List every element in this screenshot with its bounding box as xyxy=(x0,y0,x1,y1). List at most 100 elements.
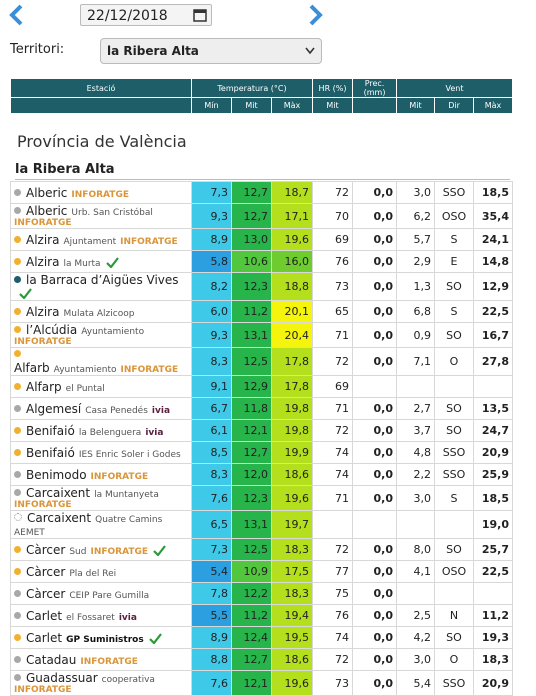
header-cell: Mín xyxy=(191,97,232,114)
value-cell: 0,0 xyxy=(352,560,397,583)
station-row: Catadau INFORATGE 8,8 12,7 18,6 72 0,0 3,0 O 18,3 xyxy=(10,648,513,671)
value-cell: SO xyxy=(434,272,474,301)
value-cell: 72 xyxy=(312,538,353,561)
value-cell: 8,3 xyxy=(191,347,232,376)
status-dot xyxy=(14,404,21,412)
value-cell: 76 xyxy=(312,604,353,627)
value-cell: 8,9 xyxy=(191,626,232,649)
header-cell: Màx xyxy=(473,97,514,114)
station-place: la Belenguera xyxy=(78,427,142,438)
station-table: Alberic INFORATGE 7,3 12,7 18,7 72 0,0 3,0 SSO 18… xyxy=(10,181,513,696)
value-cell: O xyxy=(434,347,474,376)
station-place: Casa Penedés xyxy=(85,405,148,416)
value-cell: 5,8 xyxy=(191,250,232,273)
header-cell: Mit xyxy=(312,97,354,114)
station-row: l’Alcúdia Ayuntamiento INFORATGE 9,3 13,1 20,… xyxy=(10,322,513,348)
station-cell: l’Alcúdia Ayuntamiento INFORATGE xyxy=(10,322,192,348)
station-place: Ayuntamiento xyxy=(81,327,145,337)
calendar-icon[interactable] xyxy=(193,8,207,22)
value-cell: 0,0 xyxy=(352,419,397,442)
value-cell: 19,4 xyxy=(271,604,313,627)
station-row: Alberic INFORATGE 7,3 12,7 18,7 72 0,0 3,0 SSO 18… xyxy=(10,181,513,204)
header-row: Estació Temperatura (°C) HR (%) Prec. (mm) V… xyxy=(10,78,514,98)
station-name: Carlet xyxy=(26,608,63,623)
station-name: Alfarp xyxy=(26,379,62,394)
value-cell: 12,9 xyxy=(231,375,272,398)
value-cell: 5,5 xyxy=(191,604,232,627)
value-cell: 8,3 xyxy=(191,463,232,486)
station-cell: Alzira Ajuntament INFORATGE xyxy=(10,228,192,251)
prev-day[interactable] xyxy=(6,3,28,27)
value-cell: 0,0 xyxy=(352,582,397,605)
station-cell: Alzira la Murta xyxy=(10,250,192,273)
station-place: Mulata Alzicoop xyxy=(63,308,135,319)
value-cell: 7,1 xyxy=(396,347,435,376)
value-cell: 24,1 xyxy=(473,228,513,251)
value-cell: 0,0 xyxy=(352,626,397,649)
station-name: Guadassuar xyxy=(26,671,98,685)
station-name: Carcaixent xyxy=(27,511,92,525)
value-cell: 0,0 xyxy=(352,648,397,671)
station-name: Alzira xyxy=(26,254,60,269)
value-cell: SO xyxy=(434,419,474,442)
value-cell: S xyxy=(434,300,474,323)
station-row: Alzira la Murta 5,8 10,6 16,0 76 0,0 2,9 E 14,8 xyxy=(10,250,513,273)
value-cell: 17,5 xyxy=(271,560,313,583)
station-place: Pla del Rei xyxy=(69,568,117,579)
status-dot xyxy=(14,382,21,390)
station-name: Alzira xyxy=(26,232,60,247)
value-cell: SO xyxy=(434,397,474,420)
station-name: Catadau xyxy=(26,652,77,667)
value-cell xyxy=(473,582,513,605)
value-cell: 4,2 xyxy=(396,626,435,649)
value-cell: 13,1 xyxy=(231,510,272,539)
value-cell: 4,8 xyxy=(396,441,435,464)
network-tag: INFORATGE xyxy=(90,546,149,557)
station-name: Alberic xyxy=(26,185,68,200)
station-cell: Carcaixent la Muntanyeta INFORATGE xyxy=(10,485,192,511)
value-cell: 18,7 xyxy=(271,181,313,204)
status-dot xyxy=(14,235,21,243)
value-cell: 9,3 xyxy=(191,203,232,229)
value-cell: 12,7 xyxy=(231,203,272,229)
date-input[interactable]: 22/12/2018 xyxy=(80,4,212,26)
value-cell: 12,5 xyxy=(231,347,272,376)
value-cell: 0,9 xyxy=(396,322,435,348)
header-cell xyxy=(10,97,192,114)
network-tag: INFORATGE xyxy=(14,337,72,347)
value-cell: 10,9 xyxy=(231,560,272,583)
station-row: Càrcer Sud INFORATGE 7,3 12,5 18,3 72 0,0 8,0 SO 2… xyxy=(10,538,513,561)
value-cell: 12,3 xyxy=(231,272,272,301)
network-tag: INFORATGE xyxy=(14,500,72,510)
value-cell: 8,5 xyxy=(191,441,232,464)
station-cell: Càrcer Pla del Rei xyxy=(10,560,192,583)
territory-select[interactable]: la Ribera Alta xyxy=(100,38,322,64)
value-cell: 0,0 xyxy=(352,485,397,511)
station-cell: Alfarb Ayuntamiento INFORATGE xyxy=(10,347,192,376)
station-name: Càrcer xyxy=(26,542,66,557)
value-cell xyxy=(396,375,435,398)
value-cell: 72 xyxy=(312,347,353,376)
station-name: Alberic xyxy=(26,204,68,218)
next-day[interactable] xyxy=(304,3,326,27)
station-row: Carcaixent la Muntanyeta INFORATGE 7,6 12,3 1… xyxy=(10,485,513,511)
value-cell: 0,0 xyxy=(352,538,397,561)
value-cell: 5,4 xyxy=(396,670,435,696)
value-cell: 18,6 xyxy=(271,463,313,486)
status-dot xyxy=(14,513,22,521)
value-cell: 73 xyxy=(312,670,353,696)
value-cell: 6,7 xyxy=(191,397,232,420)
station-place: CEIP Pare Gumilla xyxy=(69,590,150,601)
value-cell: 14,8 xyxy=(473,250,513,273)
station-place: cooperativa xyxy=(101,675,155,685)
station-place: el Puntal xyxy=(65,383,105,394)
value-cell: 12,4 xyxy=(231,626,272,649)
station-row: Càrcer CEIP Pare Gumilla 7,8 12,2 18,3 75 0,0 xyxy=(10,582,513,605)
network-tag: INFORATGE xyxy=(71,189,129,200)
value-cell: 35,4 xyxy=(473,203,513,229)
station-cell: Catadau INFORATGE xyxy=(10,648,192,671)
network-tag: INFORATGE xyxy=(14,685,72,695)
value-cell: SO xyxy=(434,538,474,561)
value-cell: 7,6 xyxy=(191,670,232,696)
value-cell: 19,5 xyxy=(271,626,313,649)
